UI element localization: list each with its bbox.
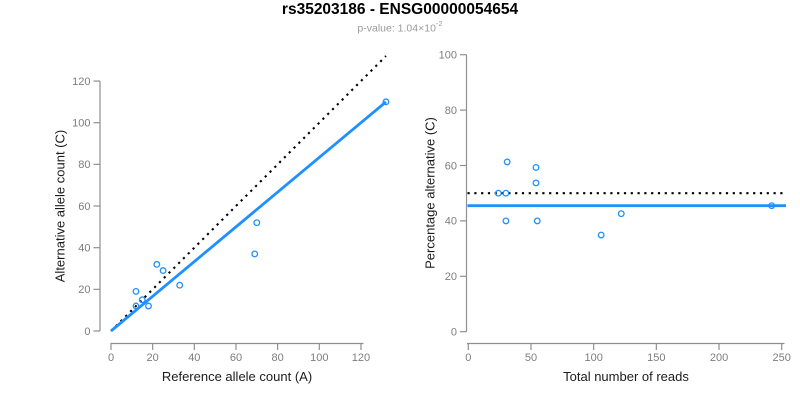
x-tick-label: 50 (525, 352, 537, 364)
data-point (502, 189, 510, 197)
allele-counts-plot: 0 20 40 60 80 100 120 0 20 40 60 80 100 120 (72, 55, 390, 364)
data-point (132, 287, 140, 295)
x-tick-label: 100 (310, 352, 328, 364)
y-tick-label: 80 (445, 105, 457, 117)
y-tick-label: 20 (78, 284, 90, 296)
y-tick-label: 40 (445, 216, 457, 228)
right-xaxis-title: Total number of reads (563, 369, 689, 384)
data-point (132, 302, 140, 310)
x-tick-label: 0 (465, 352, 471, 364)
data-point (176, 281, 184, 289)
data-point (138, 296, 146, 304)
data-point (253, 219, 261, 227)
right-yaxis-title: Percentage alternative (C) (422, 117, 438, 269)
data-point (597, 231, 605, 239)
data-point (494, 189, 502, 197)
data-point (153, 260, 161, 268)
x-tick-label: 0 (108, 352, 114, 364)
y-tick-label: 0 (84, 326, 90, 338)
data-point (532, 163, 540, 171)
figure-subtitle-pvalue: p-value: 1.04×10-2 (0, 19, 800, 35)
pvalue-exponent: -2 (435, 19, 443, 28)
data-point (159, 267, 167, 275)
data-point (532, 179, 540, 187)
y-tick-label: 0 (451, 327, 457, 339)
y-tick-label: 40 (78, 242, 90, 254)
x-tick-label: 20 (147, 352, 159, 364)
left-xaxis-title: Reference allele count (A) (161, 369, 313, 384)
x-tick-label: 100 (584, 352, 602, 364)
x-tick-label: 150 (647, 352, 665, 364)
y-tick-label: 120 (72, 76, 90, 88)
data-point (503, 158, 511, 166)
x-tick-label: 40 (188, 352, 200, 364)
y-tick-label: 80 (78, 159, 90, 171)
x-tick-label: 80 (272, 352, 284, 364)
x-tick-label: 250 (773, 352, 791, 364)
x-tick-label: 200 (710, 352, 728, 364)
data-point (251, 250, 259, 258)
data-point (617, 210, 625, 218)
left-yaxis-title: Alternative allele count (C) (52, 129, 68, 283)
fit-line (110, 100, 387, 333)
data-point (533, 217, 541, 225)
x-tick-label: 60 (230, 352, 242, 364)
data-point (382, 98, 390, 106)
identity-line (110, 55, 387, 332)
x-tick-label: 120 (352, 352, 370, 364)
y-tick-label: 100 (439, 50, 457, 62)
y-tick-label: 60 (78, 201, 90, 213)
y-tick-label: 60 (445, 160, 457, 172)
pvalue-text: p-value: 1.04×10 (357, 22, 436, 35)
data-point (502, 217, 510, 225)
data-point (768, 202, 776, 210)
percentage-alternative-plot: 0 50 100 150 200 250 0 20 40 60 80 100 (439, 50, 791, 365)
data-point (145, 302, 152, 310)
figure-title: rs35203186 - ENSG00000054654 (281, 1, 519, 18)
y-tick-label: 20 (445, 271, 457, 283)
y-tick-label: 100 (72, 118, 90, 130)
